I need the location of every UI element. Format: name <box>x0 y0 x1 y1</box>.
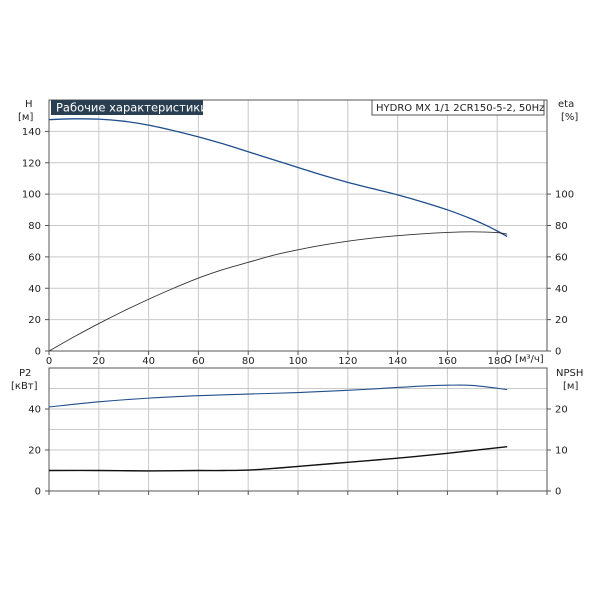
left-axis-tick-label: 140 <box>22 127 41 138</box>
npsh-axis-label: NPSH <box>556 368 583 379</box>
eta-axis-label: eta <box>558 99 574 110</box>
x-axis-tick-label: 180 <box>488 356 507 367</box>
chart-title: Рабочие характеристики <box>56 101 208 115</box>
npsh-curve <box>48 446 508 472</box>
right-axis-tick-label: 40 <box>555 284 568 295</box>
right-axis-tick-label: 0 <box>555 487 561 498</box>
x-axis-tick-label: 100 <box>288 356 307 367</box>
x-axis-tick-label: 160 <box>438 356 457 367</box>
p2-axis-label: P2 <box>19 368 31 379</box>
bottom-panel: 0 20 40 0 10 20 <box>28 367 568 498</box>
chart-title-background <box>51 100 203 115</box>
chart-title-box: Рабочие характеристики <box>51 100 208 115</box>
p2-axis-unit: [кВт] <box>11 381 38 392</box>
power-curve <box>48 384 508 408</box>
left-axis-tick-label: 40 <box>28 284 41 295</box>
npsh-axis-unit: [м] <box>563 381 578 392</box>
right-axis-tick-label: 60 <box>555 252 568 263</box>
right-axis-tick-label: 20 <box>555 405 568 416</box>
right-axis-tick-label: 80 <box>555 221 568 232</box>
left-axis-tick-label: 0 <box>35 347 41 358</box>
x-axis-tick-label: 20 <box>92 356 105 367</box>
left-axis-tick-label: 100 <box>22 190 41 201</box>
x-axis-tick-label: 60 <box>192 356 205 367</box>
x-axis-tick-label: 0 <box>46 356 52 367</box>
left-axis-tick-label: 40 <box>28 405 41 416</box>
x-axis-tick-label: 120 <box>338 356 357 367</box>
eta-axis-unit: [%] <box>561 112 578 123</box>
x-axis-tick-label: 140 <box>388 356 407 367</box>
model-label: HYDRO MX 1/1 2CR150-5-2, 50Hz <box>376 103 544 114</box>
x-axis-tick-label: 80 <box>242 356 255 367</box>
right-axis-tick-label: 20 <box>555 315 568 326</box>
h-axis-unit: [м] <box>18 112 33 123</box>
efficiency-curve <box>48 231 508 352</box>
model-label-frame <box>371 99 545 116</box>
right-axis-tick-label: 0 <box>555 347 561 358</box>
head-curve <box>48 118 508 238</box>
top-panel: 0 20 40 60 80 100 120 140 0 20 40 60 80 100 0 20 40 60 80 1… <box>22 99 574 367</box>
x-axis-tick-label: 40 <box>142 356 155 367</box>
left-axis-tick-label: 80 <box>28 221 41 232</box>
h-axis-label: H <box>25 99 33 110</box>
left-axis-tick-label: 0 <box>35 487 41 498</box>
left-axis-tick-label: 20 <box>28 446 41 457</box>
model-label-box: HYDRO MX 1/1 2CR150-5-2, 50Hz <box>371 99 545 116</box>
left-axis-tick-label: 120 <box>22 158 41 169</box>
left-axis-tick-label: 60 <box>28 252 41 263</box>
left-axis-tick-label: 20 <box>28 315 41 326</box>
q-axis-label: Q [м³/ч] <box>504 354 544 365</box>
right-axis-tick-label: 10 <box>555 446 568 457</box>
right-axis-tick-label: 100 <box>555 190 574 201</box>
